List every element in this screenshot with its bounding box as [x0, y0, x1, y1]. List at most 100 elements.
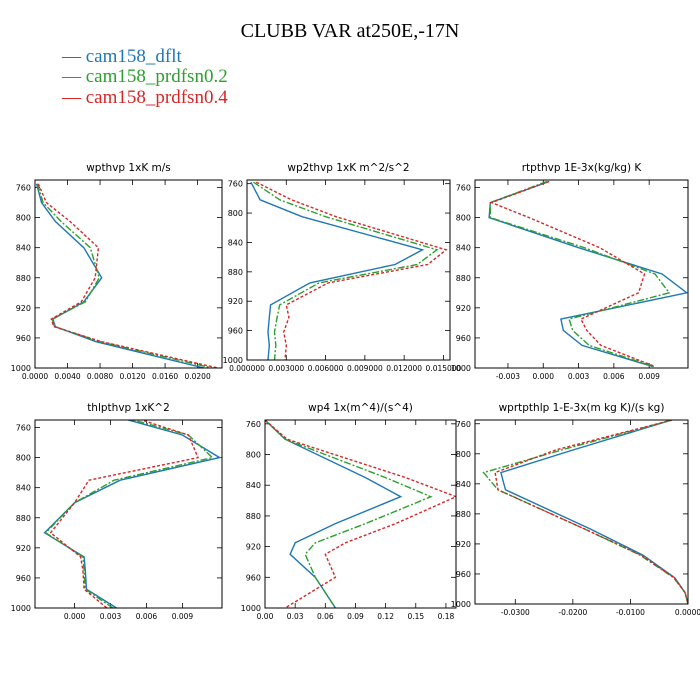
y-tick-label: 880 — [228, 268, 243, 277]
panel-title: wpthvp 1xK m/s — [86, 162, 171, 174]
y-tick-label: 840 — [228, 238, 243, 247]
y-tick-label: 920 — [246, 543, 261, 552]
plot-frame — [474, 419, 689, 605]
x-tick-label: 0.000 — [64, 612, 86, 621]
x-tick-label: -0.0200 — [558, 608, 587, 617]
legend-item-prdfsn0-4: — cam158_prdfsn0.4 — [62, 88, 228, 108]
plot-frame — [34, 419, 223, 609]
y-tick-label: 840 — [456, 244, 471, 253]
series-line-2 — [489, 180, 671, 368]
plot-frame — [474, 179, 689, 369]
y-tick-label: 920 — [228, 297, 243, 306]
legend-label: cam158_prdfsn0.4 — [85, 87, 228, 108]
x-tick-label: 0.0120 — [119, 372, 145, 381]
x-tick-label: 0.09 — [347, 612, 364, 621]
y-tick-label: 960 — [456, 570, 471, 579]
series-line-1 — [35, 183, 205, 368]
y-tick-label: 880 — [246, 512, 261, 521]
x-tick-label: 0.000 — [533, 372, 555, 381]
x-tick-label: 0.03 — [287, 612, 304, 621]
y-tick-label: 1000 — [11, 364, 31, 373]
legend-swatch: — — [62, 87, 81, 108]
panel-title: wp2thvp 1xK m^2/s^2 — [287, 162, 409, 174]
x-tick-label: 0.003 — [100, 612, 122, 621]
figure-title: CLUBB VAR at250E,-17N — [240, 20, 460, 42]
x-tick-label: 0.003 — [568, 372, 590, 381]
series-line-2 — [482, 420, 688, 604]
legend-label: cam158_dflt — [85, 46, 182, 67]
x-tick-label: -0.003 — [496, 372, 520, 381]
x-tick-label: 0.15 — [407, 612, 424, 621]
series-line-2 — [44, 420, 214, 608]
series-line-1 — [265, 420, 403, 608]
y-tick-label: 960 — [16, 574, 31, 583]
y-tick-label: 840 — [16, 244, 31, 253]
panel-6: wprtpthlp 1-E-3x(m kg K)/(s kg) 760 800 840… — [451, 402, 700, 617]
panel-title: wp4 1x(m^4)/(s^4) — [308, 402, 413, 414]
y-tick-label: 880 — [16, 274, 31, 283]
x-tick-label: 0.0000 — [22, 372, 48, 381]
y-tick-label: 800 — [246, 451, 261, 460]
y-tick-label: 800 — [16, 454, 31, 463]
y-tick-label: 960 — [246, 573, 261, 582]
series-line-3 — [265, 420, 456, 608]
panel-title: thlpthvp 1xK^2 — [87, 402, 170, 414]
y-tick-label: 1000 — [451, 364, 471, 373]
series-line-1 — [250, 181, 425, 360]
x-tick-label: 0.0080 — [87, 372, 113, 381]
y-tick-label: 960 — [16, 334, 31, 343]
y-tick-label: 920 — [16, 544, 31, 553]
y-tick-label: 880 — [456, 510, 471, 519]
y-tick-label: 760 — [246, 420, 261, 429]
panel-5: wp4 1x(m^4)/(s^4)76080084088092096010000… — [241, 402, 457, 621]
x-tick-label: 0.012000 — [386, 364, 422, 373]
y-tick-label: 1000 — [11, 604, 31, 613]
x-tick-label: 0.0200 — [184, 372, 210, 381]
series-line-3 — [255, 181, 448, 360]
x-tick-label: -0.0100 — [616, 608, 645, 617]
y-tick-label: 800 — [456, 450, 471, 459]
x-tick-label: 0.009 — [638, 372, 660, 381]
panel-title: rtpthvp 1E-3x(kg/kg) K — [522, 162, 643, 174]
panel-title: wprtpthlp 1-E-3x(m kg K)/(s kg) — [499, 402, 665, 414]
y-tick-label: 800 — [16, 214, 31, 223]
series-line-3 — [49, 420, 199, 608]
y-tick-label: 840 — [16, 484, 31, 493]
y-tick-label: 800 — [228, 209, 243, 218]
legend-label: cam158_prdfsn0.2 — [85, 66, 228, 87]
panel-2: wp2thvp 1xK m^2/s^2 760 800 840 880 920 960 100… — [223, 162, 462, 373]
x-tick-label: 0.006000 — [308, 364, 344, 373]
legend-swatch: — — [62, 66, 81, 87]
x-tick-label: 0.18 — [438, 612, 455, 621]
y-tick-label: 880 — [456, 274, 471, 283]
y-tick-label: 840 — [456, 480, 471, 489]
series-line-2 — [36, 183, 213, 368]
x-tick-label: 0.006 — [136, 612, 158, 621]
x-tick-label: 0.0040 — [54, 372, 80, 381]
y-tick-label: 960 — [456, 334, 471, 343]
y-tick-label: 920 — [456, 304, 471, 313]
y-tick-label: 1000 — [223, 356, 243, 365]
series-line-2 — [253, 181, 439, 360]
y-tick-label: 960 — [228, 327, 243, 336]
legend-item-prdfsn0-2: — cam158_prdfsn0.2 — [62, 67, 228, 87]
y-tick-label: 880 — [16, 514, 31, 523]
x-tick-label: 0.0000 — [675, 608, 700, 617]
plot-frame — [264, 419, 457, 609]
y-tick-label: 840 — [246, 481, 261, 490]
x-tick-label: 0.015000 — [426, 364, 462, 373]
y-tick-label: 800 — [456, 214, 471, 223]
plot-frame — [34, 179, 223, 369]
x-tick-label: 0.006 — [603, 372, 625, 381]
x-tick-label: 0.00 — [257, 612, 274, 621]
y-tick-label: 760 — [456, 420, 471, 429]
series-line-3 — [37, 183, 219, 368]
y-tick-label: 760 — [456, 184, 471, 193]
x-tick-label: 0.003000 — [268, 364, 304, 373]
x-tick-label: 0.06 — [317, 612, 334, 621]
panel-3: rtpthvp 1E-3x(kg/kg) K 760 800 840 880 920 960… — [451, 162, 689, 381]
x-tick-label: 0.000000 — [229, 364, 265, 373]
x-tick-label: 0.0160 — [152, 372, 178, 381]
series-line-2 — [265, 420, 433, 608]
